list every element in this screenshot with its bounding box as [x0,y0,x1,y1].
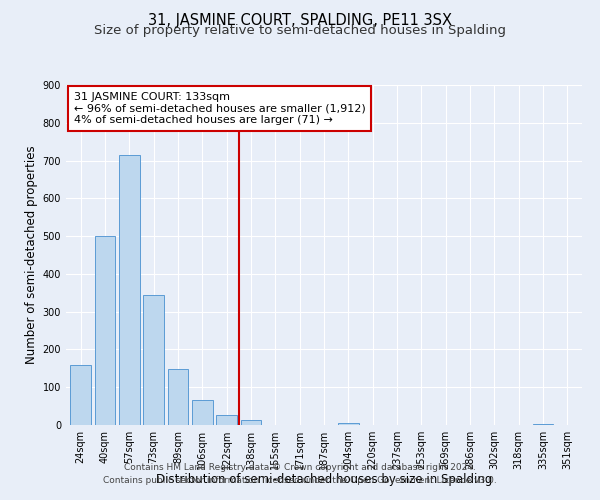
Bar [192,400,212,425]
Bar [143,294,164,425]
Y-axis label: Number of semi-detached properties: Number of semi-detached properties [25,146,38,364]
Bar [70,364,91,425]
Text: 31, JASMINE COURT, SPALDING, PE11 3SX: 31, JASMINE COURT, SPALDING, PE11 3SX [148,12,452,28]
Bar [119,155,140,425]
Bar [167,369,188,425]
Bar [95,236,115,425]
X-axis label: Distribution of semi-detached houses by size in Spalding: Distribution of semi-detached houses by … [156,474,492,486]
Text: Contains HM Land Registry data © Crown copyright and database right 2024.: Contains HM Land Registry data © Crown c… [124,464,476,472]
Bar [241,420,262,425]
Bar [216,415,237,425]
Text: 31 JASMINE COURT: 133sqm
← 96% of semi-detached houses are smaller (1,912)
4% of: 31 JASMINE COURT: 133sqm ← 96% of semi-d… [74,92,365,125]
Bar [338,423,359,425]
Text: Contains public sector information licensed under the Open Government Licence v3: Contains public sector information licen… [103,476,497,485]
Bar [533,424,553,425]
Text: Size of property relative to semi-detached houses in Spalding: Size of property relative to semi-detach… [94,24,506,37]
